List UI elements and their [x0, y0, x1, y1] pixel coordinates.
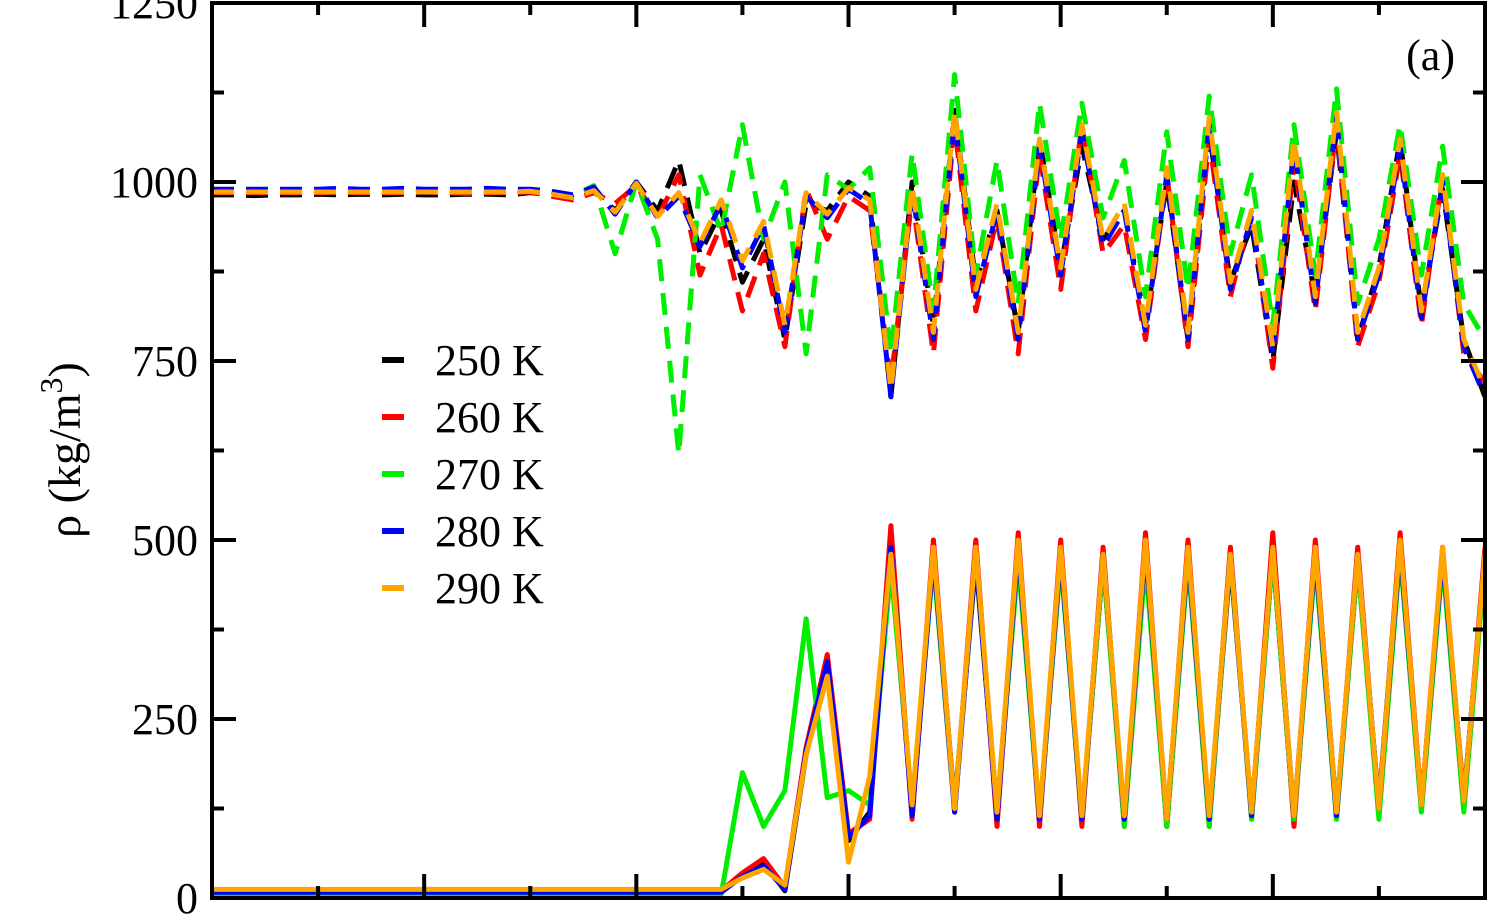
y-axis-title-main: ρ (kg/m — [39, 393, 90, 538]
y-tick-label: 1000 — [110, 158, 198, 207]
y-tick-label: 250 — [132, 695, 198, 744]
y-axis-title-superscript: 3 — [33, 377, 69, 393]
y-tick-label: 1250 — [110, 0, 198, 28]
legend-label: 270 K — [435, 450, 544, 499]
legend-label: 290 K — [435, 564, 544, 613]
legend-label: 280 K — [435, 507, 544, 556]
data-series-layer — [212, 72, 1485, 897]
legend-label: 250 K — [435, 336, 544, 385]
labels: 0 250 500 750 1000 1250 ρ (kg/m3) (a) — [33, 0, 1455, 920]
dashed-line-290k — [212, 107, 1485, 393]
y-axis-title-close: ) — [39, 362, 90, 377]
dashed-line-270k — [212, 72, 1485, 457]
y-tick-label: 0 — [176, 874, 198, 920]
panel-label: (a) — [1406, 31, 1455, 80]
y-tick-label: 500 — [132, 516, 198, 565]
dashed-line-250k — [212, 107, 1485, 400]
y-axis-title: ρ (kg/m3) — [33, 362, 90, 538]
axes — [210, 1, 1487, 900]
y-tick-label: 750 — [132, 337, 198, 386]
legend-label: 260 K — [435, 393, 544, 442]
legend: 250 K 260 K 270 K 280 K 290 K — [382, 336, 544, 613]
